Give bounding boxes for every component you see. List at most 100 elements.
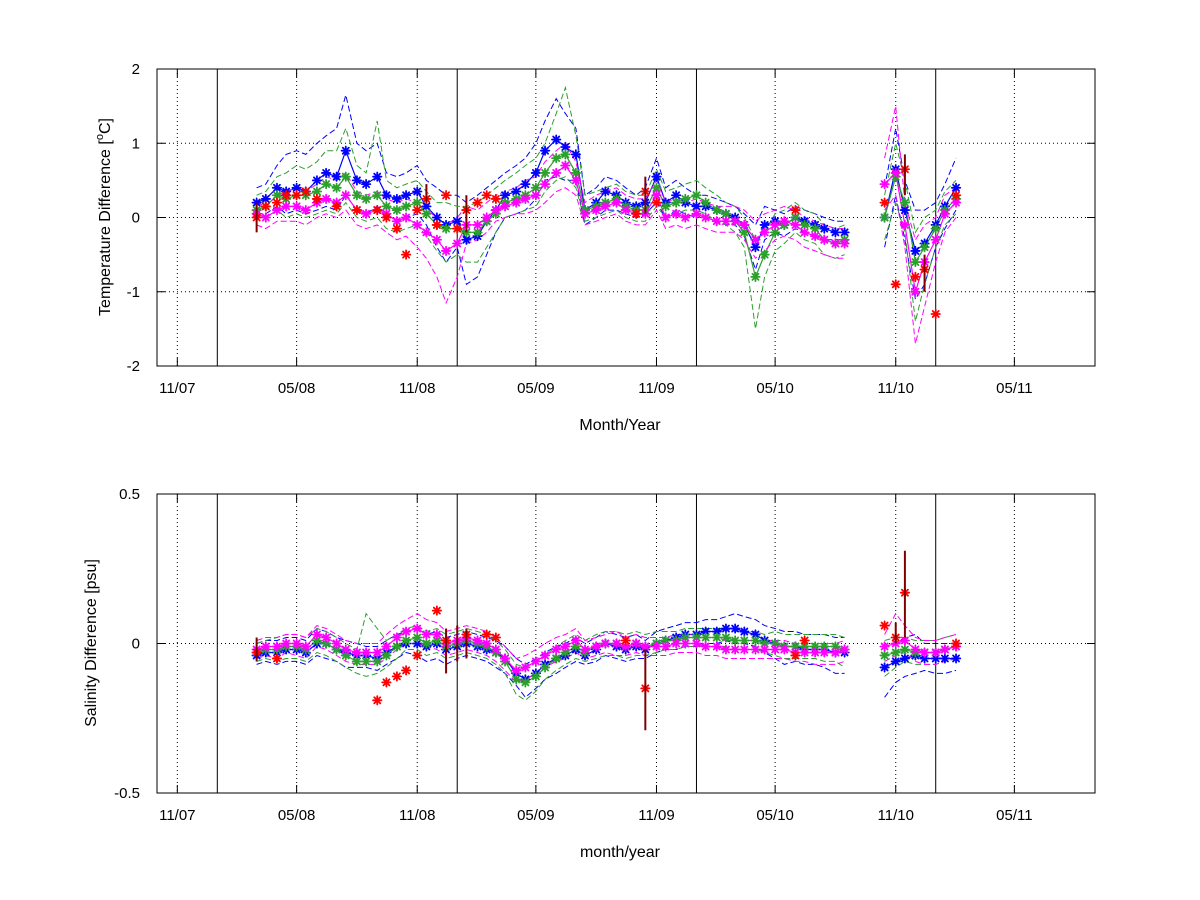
salinity-red-point-1 xyxy=(271,653,283,664)
salinity-magenta-point-31-stroke-d2 xyxy=(561,642,570,651)
temperature-red-point-25-stroke-d2 xyxy=(791,206,800,214)
temperature-blue-point-35-stroke-d2 xyxy=(601,187,610,196)
temperature-green-point-44 xyxy=(691,190,702,201)
salinity-green-point-51-stroke-d2 xyxy=(760,639,769,648)
salinity-green-point-45 xyxy=(700,632,711,643)
salinity-magenta-point-57 xyxy=(819,647,830,658)
temperature-magenta-point-37-stroke-d2 xyxy=(621,206,630,214)
salinity-ytick-label-1: 0 xyxy=(132,636,140,653)
temperature-magenta-point-26-stroke-d2 xyxy=(512,198,521,207)
temperature-green-point-28-stroke-d2 xyxy=(531,183,540,192)
salinity-magenta-point-7 xyxy=(321,632,332,643)
salinity-xtick-label-7: 05/11 xyxy=(996,807,1032,824)
salinity-magenta-point-1 xyxy=(260,641,271,652)
temperature-magenta-point-17 xyxy=(421,227,432,238)
temperature-green-point-11 xyxy=(360,193,372,205)
temperature-magenta-point-15-stroke-d2 xyxy=(402,213,411,222)
salinity-red-point-2 xyxy=(372,695,383,706)
salinity-green-point-61-stroke-d2 xyxy=(891,648,900,657)
temperature-magenta-point-16 xyxy=(412,219,423,231)
temperature-blue-point-1 xyxy=(260,193,271,205)
temperature-red-point-10 xyxy=(381,212,392,223)
temperature-magenta-point-55-stroke-d2 xyxy=(800,228,809,237)
temperature-green-point-2 xyxy=(271,190,283,201)
temperature-red-point-21-stroke-d2 xyxy=(491,195,500,203)
salinity-series xyxy=(251,587,962,706)
temperature-green-point-44-stroke-d2 xyxy=(692,191,701,200)
temperature-blue-point-13-stroke-d2 xyxy=(382,191,391,200)
temperature-magenta-point-34 xyxy=(591,204,602,216)
temperature-magenta-point-50-stroke-d2 xyxy=(751,235,760,244)
temperature-ylabel-degree: o xyxy=(94,134,106,140)
salinity-magenta-point-39 xyxy=(640,641,651,652)
salinity-green-point-6-stroke-d2 xyxy=(313,636,321,645)
temperature-red-point-25 xyxy=(790,204,801,216)
temperature-green-point-41-stroke-d2 xyxy=(661,202,670,211)
salinity-green-point-55-stroke-d2 xyxy=(800,642,809,651)
temperature-magenta-point-14-stroke-d2 xyxy=(392,217,401,226)
salinity-magenta-point-18 xyxy=(431,629,442,640)
temperature-magenta-point-27 xyxy=(520,193,531,205)
temperature-magenta-point-58-stroke-d2 xyxy=(831,239,840,248)
salinity-red-point-2-stroke-d2 xyxy=(373,696,382,705)
temperature-xtick-label-3: 05/09 xyxy=(517,380,555,397)
salinity-magenta-point-42 xyxy=(671,638,682,649)
temperature-magenta-point-32-stroke-d2 xyxy=(571,176,580,185)
temperature-magenta-point-57 xyxy=(819,234,830,245)
temperature-magenta-point-37 xyxy=(620,204,631,216)
temperature-magenta-point-4 xyxy=(291,201,302,212)
temperature-green-point-50 xyxy=(750,271,761,283)
temperature-magenta-point-31-stroke-d2 xyxy=(561,161,570,170)
salinity-magenta-point-66-stroke-d2 xyxy=(940,645,949,654)
temperature-blue-point-21-stroke-d2 xyxy=(462,235,471,244)
temperature-green-point-51 xyxy=(759,249,770,260)
salinity-green-point-52 xyxy=(770,638,781,649)
salinity-xtick-label-4: 11/09 xyxy=(638,807,674,824)
temperature-green-point-22 xyxy=(472,227,483,238)
salinity-magenta-point-41-stroke-d2 xyxy=(661,642,670,651)
salinity-blue-point-60 xyxy=(879,662,890,673)
salinity-green-point-44-stroke-d2 xyxy=(692,633,701,642)
temperature-green-point-62 xyxy=(899,197,911,208)
salinity-magenta-point-44 xyxy=(691,638,702,649)
temperature-magenta-point-23-stroke-d2 xyxy=(482,213,491,222)
temperature-red-point-1 xyxy=(260,201,271,212)
temperature-blue-point-67-stroke-d2 xyxy=(952,183,960,192)
temperature-green-point-54-stroke-d2 xyxy=(791,213,800,222)
salinity-green-point-58 xyxy=(830,641,841,652)
temperature-magenta-point-11 xyxy=(360,208,372,219)
salinity-red-point-14 xyxy=(790,650,801,661)
temperature-errorbars xyxy=(255,154,926,292)
salinity-magenta-band-high xyxy=(256,612,957,660)
temperature-red-point-20-stroke-d2 xyxy=(482,191,491,200)
salinity-red-point-7 xyxy=(431,605,442,616)
temperature-red-point-7-stroke-d2 xyxy=(332,202,341,211)
salinity-green-point-17-stroke-d2 xyxy=(422,639,431,648)
salinity-red-point-1-stroke-d2 xyxy=(273,654,281,663)
temperature-blue-point-42 xyxy=(671,190,682,201)
salinity-green-point-48-stroke-d2 xyxy=(731,636,740,645)
salinity-magenta-point-22 xyxy=(472,635,483,646)
salinity-green-point-11 xyxy=(360,656,372,667)
temperature-ytick-label-4: 2 xyxy=(132,61,140,78)
temperature-red-point-8-stroke-d2 xyxy=(352,206,361,214)
salinity-blue-point-47-stroke-d2 xyxy=(722,624,730,633)
salinity-magenta-point-55 xyxy=(799,647,810,658)
temperature-magenta-point-52-stroke-d2 xyxy=(771,221,780,229)
salinity-green-point-30-stroke-d2 xyxy=(552,654,561,663)
salinity-magenta-point-56-stroke-d2 xyxy=(811,648,820,657)
temperature-magenta-point-1-stroke-d2 xyxy=(261,213,270,222)
salinity-red-point-11-stroke-d2 xyxy=(491,633,500,642)
temperature-green-point-52 xyxy=(770,227,781,238)
temperature-green-point-60 xyxy=(879,212,890,223)
salinity-green-point-10-stroke-d2 xyxy=(352,657,361,666)
salinity-magenta-point-28-stroke-d2 xyxy=(531,657,540,666)
salinity-blue-point-46-stroke-d2 xyxy=(712,627,721,636)
salinity-green-point-60 xyxy=(879,650,890,661)
salinity-green-point-8-stroke-d2 xyxy=(332,645,341,654)
salinity-magenta-point-8 xyxy=(331,638,342,649)
salinity-magenta-point-18-stroke-d2 xyxy=(432,630,441,639)
temperature-magenta-point-23 xyxy=(481,212,492,223)
salinity-green-point-57-stroke-d2 xyxy=(820,642,829,651)
